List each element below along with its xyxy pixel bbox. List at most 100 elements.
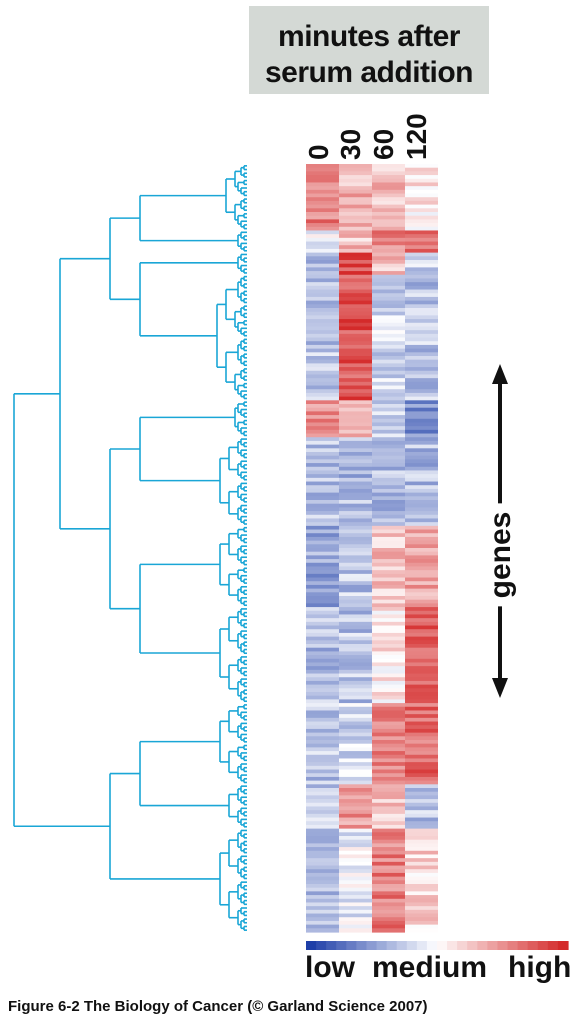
heatmap-cell bbox=[306, 762, 339, 767]
heatmap-cell bbox=[306, 721, 339, 726]
heatmap-cell bbox=[339, 806, 372, 811]
heatmap-cell bbox=[405, 607, 438, 612]
heatmap-cell bbox=[372, 437, 405, 442]
heatmap-cell bbox=[306, 367, 339, 372]
heatmap-cell bbox=[372, 747, 405, 752]
heatmap-cell bbox=[306, 680, 339, 686]
heatmap-cell bbox=[306, 847, 339, 852]
heatmap-cell bbox=[405, 488, 438, 494]
heatmap-cell bbox=[372, 651, 405, 656]
heatmap-cell bbox=[372, 245, 405, 250]
heatmap-cell bbox=[372, 732, 405, 737]
heatmap-cell bbox=[405, 186, 438, 191]
heatmap-cell bbox=[405, 640, 438, 645]
heatmap-cell bbox=[405, 658, 438, 664]
heatmap-cell bbox=[306, 581, 339, 586]
heatmap-cell bbox=[306, 688, 339, 693]
heatmap-cell bbox=[339, 813, 372, 819]
heatmap-cell bbox=[339, 688, 372, 693]
heatmap-cell bbox=[306, 636, 339, 641]
heatmap-cell bbox=[405, 754, 438, 760]
heatmap-cell bbox=[339, 418, 372, 424]
heatmap-cell bbox=[339, 843, 372, 848]
heatmap-cell bbox=[405, 167, 438, 172]
heatmap-cell bbox=[405, 865, 438, 870]
heatmap-cell bbox=[339, 171, 372, 176]
heatmap-cell bbox=[306, 356, 339, 361]
heatmap-cell bbox=[405, 824, 438, 830]
heatmap-cell bbox=[306, 917, 339, 922]
title-line-1: minutes after bbox=[278, 20, 460, 53]
heatmap-cell bbox=[306, 518, 339, 523]
heatmap-cell bbox=[372, 754, 405, 760]
heatmap-cell bbox=[339, 289, 372, 294]
heatmap-cell bbox=[372, 381, 405, 387]
heatmap-cell bbox=[372, 315, 405, 320]
heatmap-cell bbox=[405, 728, 438, 734]
heatmap-cell bbox=[405, 632, 438, 638]
heatmap-cell bbox=[405, 843, 438, 848]
heatmap-cell bbox=[339, 178, 372, 184]
heatmap-cell bbox=[405, 614, 438, 619]
heatmap-cell bbox=[405, 374, 438, 379]
heatmap-cell bbox=[306, 507, 339, 512]
heatmap-cell bbox=[372, 780, 405, 785]
heatmap-cell bbox=[405, 621, 438, 627]
heatmap-cell bbox=[339, 788, 372, 793]
heatmap-cell bbox=[306, 525, 339, 531]
heatmap-cell bbox=[372, 699, 405, 704]
heatmap-cell bbox=[372, 836, 405, 841]
heatmap-cell bbox=[306, 271, 339, 276]
heatmap-cell bbox=[339, 917, 372, 922]
heatmap-cell bbox=[306, 740, 339, 745]
heatmap-cell bbox=[306, 267, 339, 272]
heatmap-cell bbox=[306, 555, 339, 560]
heatmap-cell bbox=[306, 463, 339, 468]
heatmap-cell bbox=[405, 887, 438, 892]
scale-step bbox=[326, 941, 337, 950]
heatmap-cell bbox=[339, 765, 372, 771]
heatmap-cell bbox=[339, 736, 372, 741]
heatmap-cell bbox=[306, 193, 339, 198]
heatmap-cell bbox=[306, 455, 339, 460]
heatmap-cell bbox=[306, 632, 339, 638]
heatmap-cell bbox=[306, 640, 339, 645]
heatmap-cell bbox=[405, 197, 438, 202]
heatmap-cell bbox=[372, 710, 405, 715]
heatmap-cell bbox=[339, 566, 372, 571]
heatmap-cell bbox=[405, 636, 438, 641]
heatmap-cell bbox=[372, 677, 405, 682]
heatmap-cell bbox=[306, 573, 339, 579]
heatmap-cell bbox=[339, 924, 372, 929]
heatmap-cell bbox=[306, 562, 339, 568]
heatmap-cell bbox=[339, 514, 372, 520]
heatmap-cell bbox=[339, 747, 372, 752]
heatmap-cell bbox=[405, 385, 438, 390]
heatmap-cell bbox=[339, 614, 372, 619]
heatmap-cell bbox=[372, 429, 405, 435]
heatmap-cell bbox=[306, 810, 339, 815]
heatmap-cell bbox=[405, 858, 438, 863]
heatmap-cell bbox=[372, 865, 405, 870]
heatmap-cell bbox=[306, 625, 339, 630]
heatmap-cell bbox=[405, 536, 438, 542]
heatmap-cell bbox=[372, 880, 405, 885]
heatmap-cell bbox=[339, 230, 372, 235]
heatmap-cell bbox=[405, 459, 438, 464]
heatmap-cell bbox=[405, 806, 438, 811]
heatmap-cell bbox=[339, 252, 372, 257]
heatmap-cell bbox=[372, 492, 405, 497]
scale-step bbox=[416, 941, 428, 950]
heatmap-cell bbox=[405, 548, 438, 553]
heatmap-cell bbox=[372, 374, 405, 379]
heatmap-cell bbox=[372, 581, 405, 586]
heatmap-cell bbox=[405, 555, 438, 560]
heatmap-cell bbox=[306, 703, 339, 708]
scale-step bbox=[477, 941, 488, 950]
heatmap-cell bbox=[306, 784, 339, 789]
heatmap-cell bbox=[372, 551, 405, 556]
heatmap-cell bbox=[339, 839, 372, 844]
heatmap-cell bbox=[339, 511, 372, 516]
heatmap-cell bbox=[372, 396, 405, 401]
heatmap-cell bbox=[339, 378, 372, 383]
